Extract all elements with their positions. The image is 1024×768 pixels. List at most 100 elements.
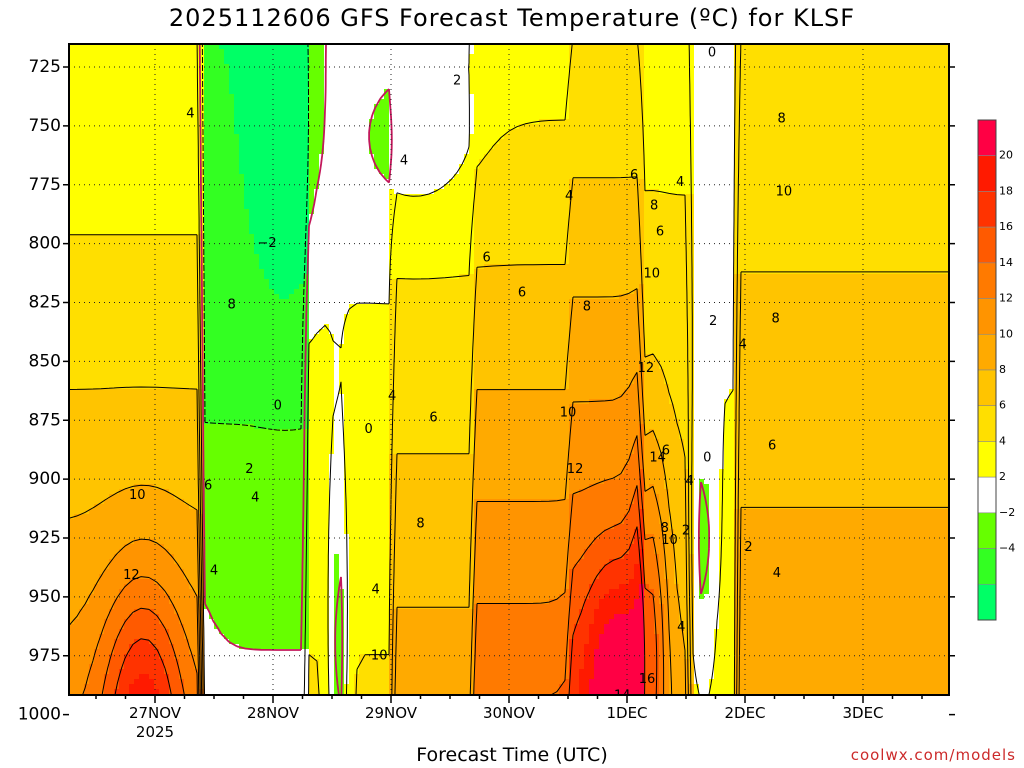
temperature-cell <box>159 249 165 255</box>
temperature-cell <box>169 439 175 445</box>
temperature-cell <box>194 69 200 75</box>
temperature-cell <box>109 584 115 590</box>
temperature-cell <box>129 364 135 370</box>
temperature-cell <box>79 119 85 125</box>
temperature-cell <box>184 259 190 265</box>
temperature-cell <box>229 659 235 665</box>
temperature-cell <box>114 224 120 230</box>
temperature-cell <box>144 579 150 585</box>
temperature-cell <box>104 484 110 490</box>
temperature-cell <box>159 304 165 310</box>
temperature-cell <box>84 624 90 630</box>
temperature-cell <box>189 74 195 80</box>
temperature-cell <box>239 554 245 560</box>
temperature-cell <box>189 204 195 210</box>
temperature-cell <box>204 309 210 315</box>
temperature-cell <box>189 534 195 540</box>
temperature-cell <box>114 384 120 390</box>
temperature-cell <box>239 649 245 655</box>
temperature-cell <box>79 114 85 120</box>
temperature-cell <box>219 584 225 590</box>
temperature-cell <box>74 99 80 105</box>
temperature-cell <box>219 289 225 295</box>
temperature-cell <box>99 664 105 670</box>
temperature-cell <box>144 534 150 540</box>
temperature-cell <box>254 204 260 210</box>
temperature-cell <box>144 279 150 285</box>
temperature-cell <box>134 309 140 315</box>
temperature-cell <box>74 619 80 625</box>
temperature-cell <box>104 254 110 260</box>
temperature-cell <box>164 404 170 410</box>
temperature-cell <box>184 99 190 105</box>
temperature-cell <box>204 659 210 665</box>
temperature-cell <box>109 579 115 585</box>
temperature-cell <box>234 514 240 520</box>
temperature-cell <box>139 289 145 295</box>
temperature-cell <box>169 679 175 685</box>
temperature-cell <box>134 424 140 430</box>
temperature-cell <box>174 294 180 300</box>
temperature-cell <box>234 619 240 625</box>
temperature-cell <box>114 134 120 140</box>
temperature-cell <box>74 49 80 55</box>
temperature-cell <box>99 219 105 225</box>
temperature-cell <box>164 349 170 355</box>
temperature-cell <box>244 99 250 105</box>
temperature-cell <box>159 134 165 140</box>
temperature-cell <box>209 304 215 310</box>
temperature-cell <box>254 109 260 115</box>
temperature-cell <box>219 264 225 270</box>
temperature-cell <box>144 179 150 185</box>
temperature-cell <box>139 379 145 385</box>
temperature-cell <box>139 619 145 625</box>
temperature-cell <box>249 344 255 350</box>
temperature-cell <box>209 264 215 270</box>
temperature-cell <box>244 544 250 550</box>
temperature-cell <box>224 529 230 535</box>
temperature-cell <box>219 299 225 305</box>
temperature-cell <box>79 589 85 595</box>
temperature-cell <box>229 454 235 460</box>
temperature-cell <box>214 404 220 410</box>
temperature-cell <box>179 89 185 95</box>
temperature-cell <box>149 674 155 680</box>
temperature-cell <box>144 59 150 65</box>
temperature-cell <box>204 459 210 465</box>
temperature-cell <box>164 314 170 320</box>
temperature-cell <box>169 199 175 205</box>
temperature-cell <box>74 349 80 355</box>
temperature-cell <box>79 329 85 335</box>
temperature-cell <box>114 329 120 335</box>
temperature-cell <box>94 339 100 345</box>
temperature-cell <box>209 524 215 530</box>
temperature-cell <box>179 224 185 230</box>
temperature-cell <box>169 54 175 60</box>
temperature-cell <box>144 569 150 575</box>
temperature-cell <box>249 414 255 420</box>
temperature-cell <box>139 259 145 265</box>
temperature-cell <box>84 554 90 560</box>
temperature-cell <box>184 559 190 565</box>
temperature-cell <box>254 194 260 200</box>
temperature-cell <box>134 179 140 185</box>
temperature-cell <box>109 204 115 210</box>
temperature-cell <box>164 364 170 370</box>
temperature-cell <box>159 409 165 415</box>
temperature-cell <box>189 219 195 225</box>
temperature-cell <box>79 369 85 375</box>
temperature-cell <box>84 344 90 350</box>
temperature-cell <box>99 54 105 60</box>
temperature-cell <box>244 84 250 90</box>
temperature-cell <box>204 444 210 450</box>
temperature-cell <box>94 104 100 110</box>
temperature-cell <box>104 164 110 170</box>
temperature-cell <box>134 144 140 150</box>
temperature-cell <box>169 294 175 300</box>
temperature-cell <box>254 534 260 540</box>
temperature-cell <box>194 429 200 435</box>
temperature-cell <box>79 74 85 80</box>
temperature-cell <box>239 494 245 500</box>
temperature-cell <box>139 244 145 250</box>
temperature-cell <box>184 409 190 415</box>
